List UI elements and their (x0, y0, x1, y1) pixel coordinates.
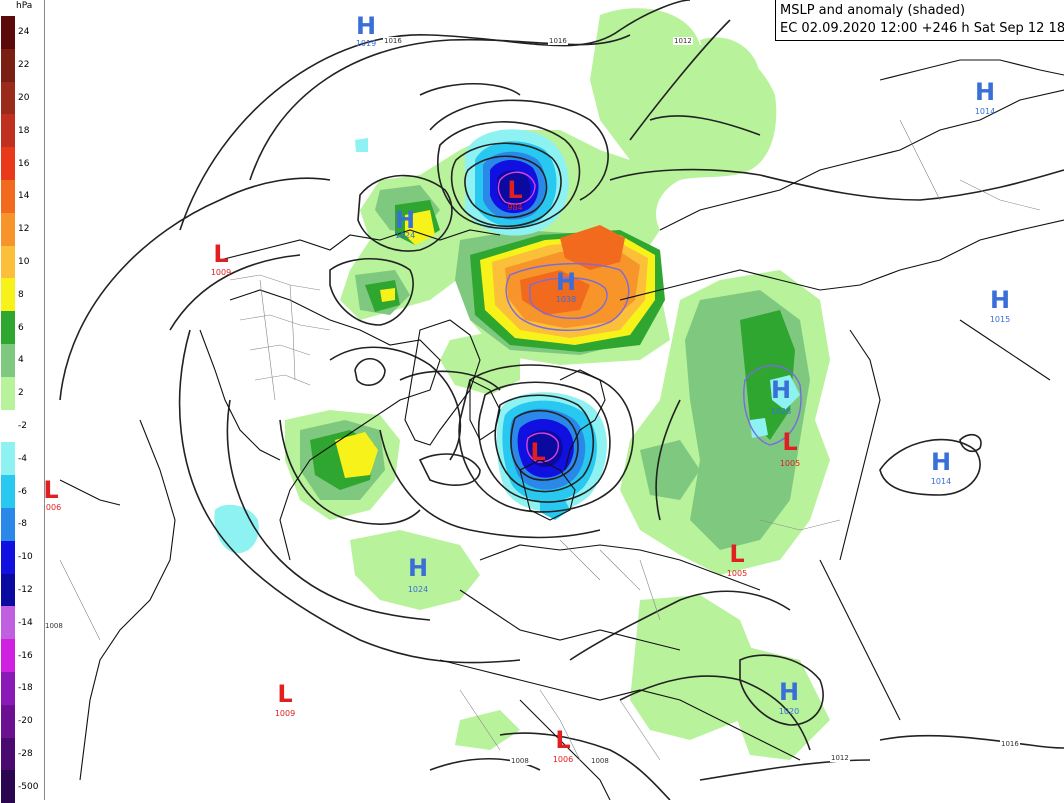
colorbar-swatch (1, 442, 15, 476)
map-title: MSLP and anomaly (shaded) (780, 3, 966, 18)
colorbar-swatch (1, 16, 15, 49)
anomaly-colorbar: hPa 24 22 20 18 16 14 12 10 8 6 4 2 -2 -4 -6 -8 -10 -12 -1… (0, 0, 45, 803)
colorbar-swatch (1, 311, 15, 344)
colorbar-swatch (1, 540, 15, 574)
colorbar-label: -2 (18, 421, 27, 431)
colorbar-label: 24 (18, 27, 30, 38)
colorbar-swatch (1, 770, 15, 803)
colorbar-label: 16 (18, 158, 30, 169)
anomaly-negative-south (496, 392, 607, 520)
political-boundaries (59, 119, 1041, 761)
colorbar-label: -14 (18, 617, 33, 628)
colorbar-swatch (1, 376, 15, 410)
colorbar-label: 6 (18, 322, 24, 333)
colorbar-unit: hPa (16, 1, 33, 11)
colorbar-swatch (1, 212, 15, 246)
colorbar-label: -18 (18, 683, 33, 694)
isobar-label: 1016 (548, 37, 568, 45)
colorbar-swatch (1, 704, 15, 738)
isobar-label: 1016 (1000, 740, 1020, 748)
colorbar-swatch (1, 409, 15, 443)
colorbar-label: 10 (18, 257, 30, 267)
colorbar-label: 12 (18, 224, 30, 235)
colorbar-label: -4 (18, 453, 27, 464)
title-box: MSLP and anomaly (shaded) EC 02.09.2020 … (775, 0, 1064, 41)
colorbar-label: -16 (18, 650, 33, 661)
colorbar-swatch (1, 48, 15, 82)
colorbar-label: -500 (18, 781, 39, 792)
colorbar-swatch (1, 639, 15, 672)
coastlines (59, 59, 1064, 800)
colorbar-label: -12 (18, 585, 33, 595)
isobars (59, 0, 1064, 800)
colorbar-label: -28 (18, 749, 33, 759)
colorbar-swatch (1, 573, 15, 607)
isobar-label: 1016 (383, 37, 403, 45)
colorbar-label: 18 (18, 125, 30, 136)
colorbar-swatch (1, 114, 15, 148)
colorbar-swatch (1, 475, 15, 508)
colorbar-swatch (1, 737, 15, 771)
isobar-label: 1008 (44, 622, 64, 630)
colorbar-swatch (1, 245, 15, 279)
colorbar-swatch (1, 278, 15, 312)
colorbar-label: -8 (18, 519, 27, 530)
colorbar-label: 4 (18, 355, 24, 366)
colorbar-swatch (1, 147, 15, 180)
colorbar-swatch (1, 180, 15, 213)
run-info: EC 02.09.2020 12:00 +246 h Sat Sep 12 18… (780, 21, 1064, 36)
isobar-label: 1012 (830, 754, 850, 762)
anomaly-red-orange (520, 225, 625, 315)
colorbar-label: 2 (18, 388, 24, 399)
anomaly-contours (497, 171, 802, 463)
anomaly-negative-north (465, 129, 569, 236)
isobar-label: 1008 (510, 757, 530, 765)
colorbar-label: 8 (18, 289, 24, 300)
colorbar-swatch (1, 81, 15, 115)
colorbar-label: 14 (18, 191, 30, 202)
colorbar-swatch (1, 672, 15, 705)
isobar-label: 1008 (590, 757, 610, 765)
colorbar-label: -10 (18, 552, 33, 563)
colorbar-swatch (1, 606, 15, 640)
colorbar-label: 20 (18, 93, 30, 103)
isobar-label: 1012 (673, 37, 693, 45)
colorbar-label: 22 (18, 60, 30, 71)
colorbar-swatch (1, 508, 15, 541)
colorbar-label: -20 (18, 716, 33, 727)
colorbar-label: -6 (18, 486, 27, 497)
colorbar-swatch (1, 344, 15, 377)
